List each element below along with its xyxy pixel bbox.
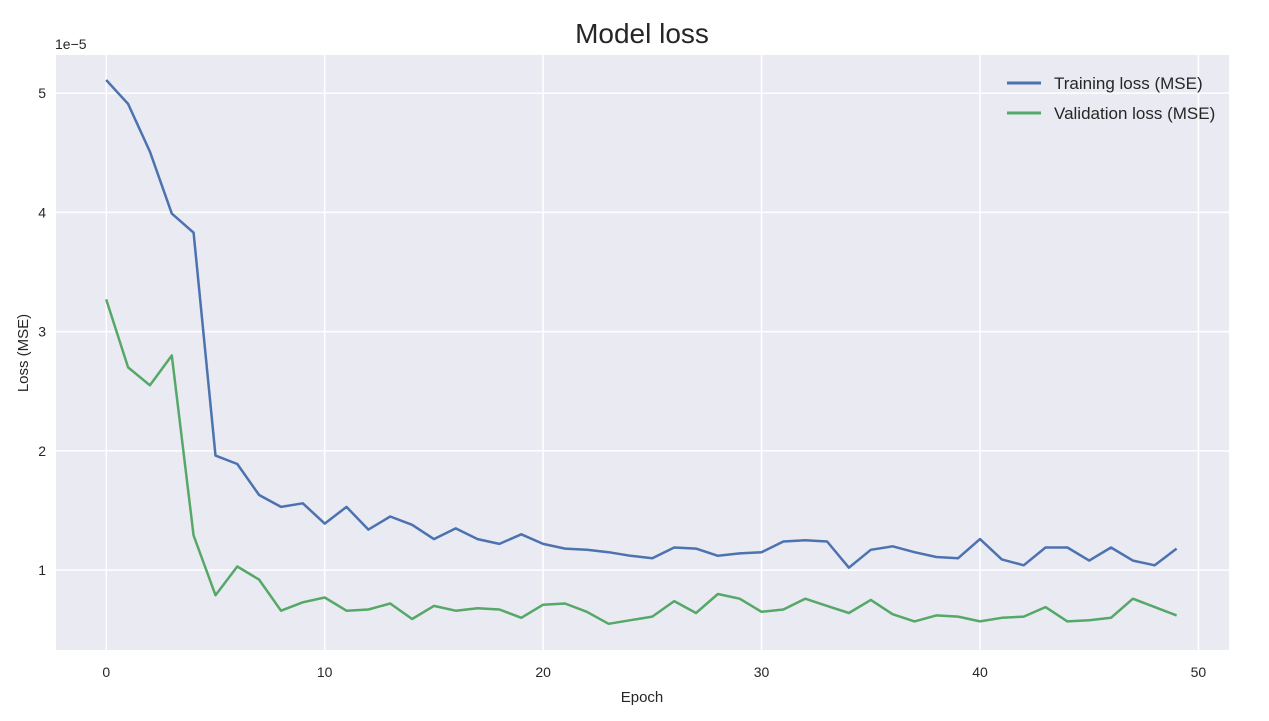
legend-label-validation: Validation loss (MSE) [1054,104,1215,123]
legend-label-training: Training loss (MSE) [1054,74,1203,93]
x-tick-label: 50 [1191,664,1207,680]
y-tick-label: 3 [38,324,46,340]
x-tick-label: 30 [754,664,770,680]
y-axis-label: Loss (MSE) [15,314,32,392]
y-tick-label: 5 [38,85,46,101]
x-tick-labels: 0 10 20 30 40 50 [102,664,1206,680]
series-line-training [105,79,1178,569]
x-tick-label: 40 [972,664,988,680]
x-tick-label: 20 [535,664,551,680]
series-lines [105,79,1178,626]
x-axis-label: Epoch [621,689,664,706]
y-scale-label: 1e−5 [55,36,87,52]
series-line-validation [105,299,1178,626]
chart-title: Model loss [575,18,709,49]
grid-lines [56,55,1229,650]
plot-background [56,55,1229,650]
x-tick-label: 10 [317,664,333,680]
y-tick-label: 2 [38,443,46,459]
y-tick-label: 1 [38,562,46,578]
x-tick-label: 0 [102,664,110,680]
y-tick-label: 4 [38,204,46,220]
y-tick-labels: 1 2 3 4 5 [38,85,46,578]
legend: Training loss (MSE) Validation loss (MSE… [1007,74,1215,123]
